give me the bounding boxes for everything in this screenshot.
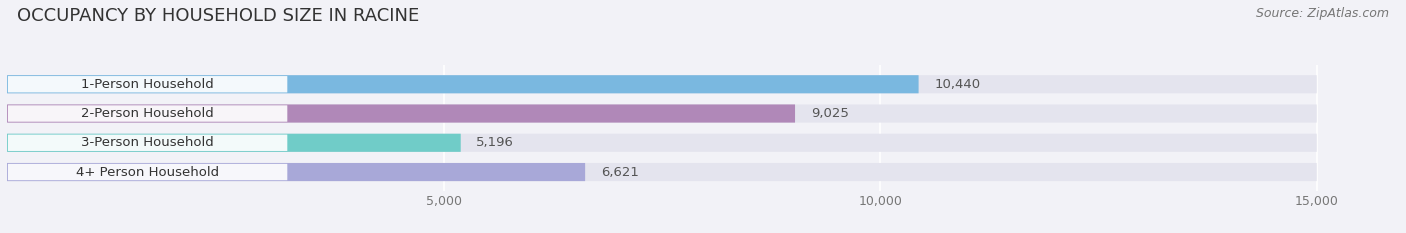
FancyBboxPatch shape [7,104,794,123]
FancyBboxPatch shape [7,75,1317,93]
FancyBboxPatch shape [7,163,585,181]
FancyBboxPatch shape [8,164,287,180]
FancyBboxPatch shape [7,163,1317,181]
Text: 3-Person Household: 3-Person Household [82,136,214,149]
FancyBboxPatch shape [7,75,918,93]
Text: 2-Person Household: 2-Person Household [82,107,214,120]
Text: 5,196: 5,196 [477,136,515,149]
FancyBboxPatch shape [7,134,461,152]
Text: OCCUPANCY BY HOUSEHOLD SIZE IN RACINE: OCCUPANCY BY HOUSEHOLD SIZE IN RACINE [17,7,419,25]
Text: 9,025: 9,025 [811,107,849,120]
FancyBboxPatch shape [7,104,1317,123]
FancyBboxPatch shape [8,135,287,151]
FancyBboxPatch shape [7,134,1317,152]
FancyBboxPatch shape [8,76,287,93]
Text: 4+ Person Household: 4+ Person Household [76,165,219,178]
Text: Source: ZipAtlas.com: Source: ZipAtlas.com [1256,7,1389,20]
Text: 10,440: 10,440 [935,78,980,91]
Text: 6,621: 6,621 [600,165,638,178]
FancyBboxPatch shape [8,105,287,122]
Text: 1-Person Household: 1-Person Household [82,78,214,91]
